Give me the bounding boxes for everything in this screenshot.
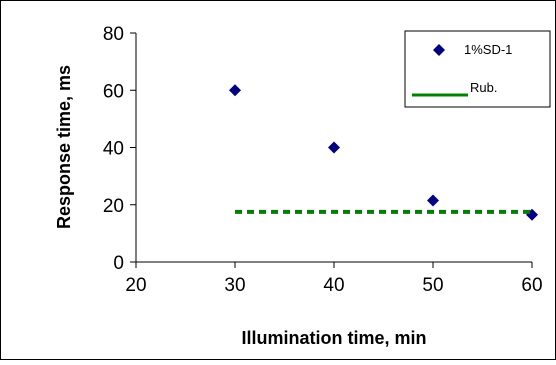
y-tick-label: 60	[103, 81, 124, 102]
y-tick-label: 0	[113, 253, 124, 274]
data-point-diamond	[328, 141, 340, 154]
y-axis-title: Response time, ms	[54, 65, 74, 229]
legend-label-series-2: Rub.	[470, 80, 497, 95]
data-point-diamond	[229, 84, 241, 97]
x-tick-label: 40	[323, 275, 344, 296]
x-tick-label: 60	[521, 275, 542, 296]
legend-label-series-1: 1%SD-1	[464, 42, 512, 57]
series-layer	[229, 84, 538, 221]
x-ticks: 20 30 40 50 60	[125, 262, 543, 296]
x-tick-label: 30	[224, 275, 245, 296]
x-tick-label: 20	[125, 275, 146, 296]
y-tick-label: 80	[103, 24, 124, 45]
legend-marker-diamond	[433, 44, 445, 56]
y-ticks: 0 20 40 60 80	[103, 24, 136, 274]
data-point-diamond	[427, 194, 439, 207]
legend: 1%SD-1 Rub.	[404, 30, 551, 108]
x-axis-title: Illumination time, min	[241, 328, 426, 348]
y-tick-label: 20	[103, 196, 124, 217]
y-tick-label: 40	[103, 139, 124, 160]
x-tick-label: 50	[422, 275, 443, 296]
